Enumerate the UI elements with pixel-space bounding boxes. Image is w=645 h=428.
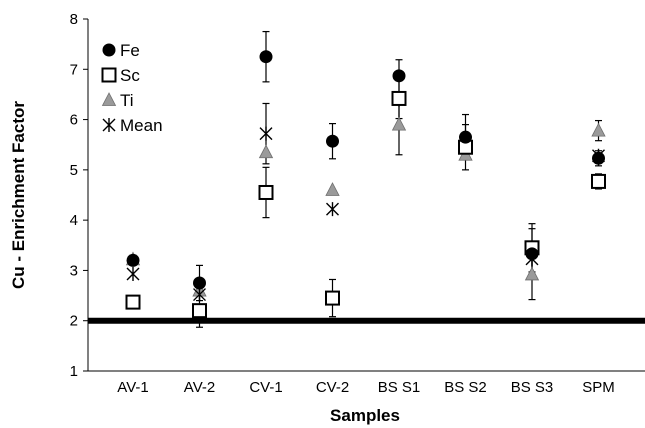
data-points-group [125, 50, 606, 319]
axes-group [87, 19, 645, 372]
y-tick-label: 3 [70, 262, 78, 279]
x-tick-label: BS S3 [511, 379, 554, 396]
point-sc [325, 290, 340, 306]
y-tick-label: 4 [70, 212, 78, 229]
legend-marker-fe [102, 43, 116, 57]
point-ti [591, 122, 606, 137]
x-tick-label: BS S1 [378, 379, 421, 396]
point-sc [125, 294, 141, 310]
y-ticks-group: 1 2 3 4 5 6 7 8 [70, 11, 88, 380]
legend-marker-mean [102, 118, 116, 132]
point-ti [391, 116, 407, 131]
y-tick-label: 6 [70, 112, 78, 129]
point-fe [592, 151, 605, 165]
x-tick-label: AV-1 [117, 379, 148, 396]
point-fe [525, 247, 539, 261]
point-sc [258, 184, 274, 200]
legend-marker-sc [101, 67, 117, 83]
y-tick-label: 7 [70, 61, 78, 78]
x-tick-label: CV-1 [249, 379, 282, 396]
y-axis-title: Cu - Enrichment Factor [9, 101, 28, 289]
legend-marker-ti [101, 92, 117, 106]
x-tick-label: CV-2 [316, 379, 349, 396]
point-fe [126, 253, 140, 267]
point-fe [459, 130, 472, 144]
x-axis-title: Samples [330, 406, 400, 425]
point-fe [392, 69, 406, 83]
point-sc [591, 173, 606, 189]
point-mean [326, 202, 339, 217]
point-fe [193, 276, 206, 290]
legend: Fe Sc Ti Mean [101, 41, 163, 135]
point-sc [391, 90, 407, 106]
point-mean [259, 126, 273, 141]
point-ti [258, 144, 274, 159]
point-mean [193, 287, 206, 302]
point-fe [326, 134, 339, 148]
point-ti [524, 266, 540, 281]
x-tick-label: SPM [582, 379, 615, 396]
point-fe [259, 50, 273, 64]
legend-label-sc: Sc [120, 66, 140, 85]
legend-label-fe: Fe [120, 41, 140, 60]
legend-label-mean: Mean [120, 116, 163, 135]
x-tick-label: BS S2 [444, 379, 487, 396]
x-ticks-group: AV-1 AV-2 CV-1 CV-2 BS S1 BS S2 BS S3 SPM [117, 379, 614, 396]
legend-label-ti: Ti [120, 91, 134, 110]
y-tick-label: 5 [70, 162, 78, 179]
x-tick-label: AV-2 [184, 379, 215, 396]
point-ti [325, 182, 340, 196]
y-tick-label: 2 [70, 313, 78, 330]
y-tick-label: 1 [70, 363, 78, 380]
point-mean [126, 266, 140, 281]
y-tick-label: 8 [70, 11, 78, 28]
point-sc [192, 303, 207, 319]
